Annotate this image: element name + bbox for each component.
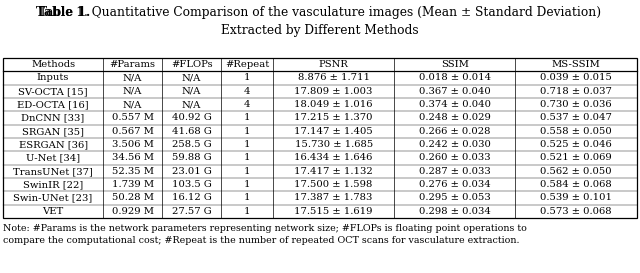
Text: #Repeat: #Repeat (225, 60, 269, 69)
Text: DnCNN [33]: DnCNN [33] (22, 114, 84, 123)
Text: Methods: Methods (31, 60, 75, 69)
Text: 0.374 ± 0.040: 0.374 ± 0.040 (419, 100, 491, 109)
Text: 8.876 ± 1.711: 8.876 ± 1.711 (298, 73, 370, 82)
Text: 1: 1 (244, 73, 250, 82)
Text: TransUNet [37]: TransUNet [37] (13, 167, 93, 176)
Text: 16.12 G: 16.12 G (172, 194, 212, 203)
Bar (3, 58, 637, 218)
Text: 0.558 ± 0.050: 0.558 ± 0.050 (540, 127, 612, 136)
Text: 0.567 M: 0.567 M (112, 127, 154, 136)
Text: 0.266 ± 0.028: 0.266 ± 0.028 (419, 127, 490, 136)
Text: 1: 1 (244, 167, 250, 176)
Text: 41.68 G: 41.68 G (172, 127, 212, 136)
Text: 59.88 G: 59.88 G (172, 153, 211, 162)
Text: Note: #Params is the network parameters representing network size; #FLOPs is flo: Note: #Params is the network parameters … (3, 224, 527, 233)
Text: 0.298 ± 0.034: 0.298 ± 0.034 (419, 207, 491, 216)
Text: 0.295 ± 0.053: 0.295 ± 0.053 (419, 194, 491, 203)
Text: 1: 1 (244, 180, 250, 189)
Text: 0.260 ± 0.033: 0.260 ± 0.033 (419, 153, 490, 162)
Text: VET: VET (42, 207, 64, 216)
Text: 0.018 ± 0.014: 0.018 ± 0.014 (419, 73, 491, 82)
Text: N/A: N/A (123, 87, 142, 96)
Text: N/A: N/A (123, 73, 142, 82)
Text: 0.248 ± 0.029: 0.248 ± 0.029 (419, 114, 491, 123)
Text: 0.929 M: 0.929 M (111, 207, 154, 216)
Text: #Params: #Params (109, 60, 156, 69)
Text: N/A: N/A (182, 73, 202, 82)
Text: N/A: N/A (182, 100, 202, 109)
Text: 0.730 ± 0.036: 0.730 ± 0.036 (540, 100, 612, 109)
Text: 1: 1 (244, 153, 250, 162)
Text: 0.039 ± 0.015: 0.039 ± 0.015 (540, 73, 612, 82)
Text: 18.049 ± 1.016: 18.049 ± 1.016 (294, 100, 373, 109)
Text: 4: 4 (244, 100, 250, 109)
Text: 0.521 ± 0.069: 0.521 ± 0.069 (540, 153, 612, 162)
Text: 17.515 ± 1.619: 17.515 ± 1.619 (294, 207, 373, 216)
Text: PSNR: PSNR (319, 60, 349, 69)
Text: 0.287 ± 0.033: 0.287 ± 0.033 (419, 167, 491, 176)
Text: 23.01 G: 23.01 G (172, 167, 212, 176)
Text: 0.562 ± 0.050: 0.562 ± 0.050 (540, 167, 612, 176)
Text: 1: 1 (244, 194, 250, 203)
Text: #FLOPs: #FLOPs (171, 60, 212, 69)
Text: 0.242 ± 0.030: 0.242 ± 0.030 (419, 140, 491, 149)
Text: 17.147 ± 1.405: 17.147 ± 1.405 (294, 127, 373, 136)
Text: 4: 4 (244, 87, 250, 96)
Text: SSIM: SSIM (441, 60, 468, 69)
Text: 0.276 ± 0.034: 0.276 ± 0.034 (419, 180, 491, 189)
Text: 0.537 ± 0.047: 0.537 ± 0.047 (540, 114, 612, 123)
Text: 103.5 G: 103.5 G (172, 180, 212, 189)
Text: 1: 1 (244, 140, 250, 149)
Text: 17.387 ± 1.783: 17.387 ± 1.783 (294, 194, 373, 203)
Text: 16.434 ± 1.646: 16.434 ± 1.646 (294, 153, 373, 162)
Text: U-Net [34]: U-Net [34] (26, 153, 80, 162)
Text: Inputs: Inputs (37, 73, 69, 82)
Text: N/A: N/A (182, 87, 202, 96)
Text: 40.92 G: 40.92 G (172, 114, 212, 123)
Text: 52.35 M: 52.35 M (111, 167, 154, 176)
Text: 1: 1 (244, 207, 250, 216)
Text: 0.367 ± 0.040: 0.367 ± 0.040 (419, 87, 491, 96)
Text: compare the computational cost; #Repeat is the number of repeated OCT scans for : compare the computational cost; #Repeat … (3, 236, 520, 245)
Text: SwinIR [22]: SwinIR [22] (23, 180, 83, 189)
Text: 34.56 M: 34.56 M (111, 153, 154, 162)
Text: Swin-UNet [23]: Swin-UNet [23] (13, 194, 93, 203)
Text: Table 1. Quantitative Comparison of the vasculature images (Mean ± Standard Devi: Table 1. Quantitative Comparison of the … (39, 6, 601, 19)
Text: MS-SSIM: MS-SSIM (552, 60, 600, 69)
Text: 0.539 ± 0.101: 0.539 ± 0.101 (540, 194, 612, 203)
Text: Extracted by Different Methods: Extracted by Different Methods (221, 24, 419, 37)
Text: 17.417 ± 1.132: 17.417 ± 1.132 (294, 167, 373, 176)
Text: 27.57 G: 27.57 G (172, 207, 211, 216)
Text: 258.5 G: 258.5 G (172, 140, 211, 149)
Text: 1.739 M: 1.739 M (111, 180, 154, 189)
Text: SRGAN [35]: SRGAN [35] (22, 127, 84, 136)
Text: 17.809 ± 1.003: 17.809 ± 1.003 (294, 87, 373, 96)
Text: 0.557 M: 0.557 M (111, 114, 154, 123)
Text: ESRGAN [36]: ESRGAN [36] (19, 140, 88, 149)
Text: 17.215 ± 1.370: 17.215 ± 1.370 (294, 114, 373, 123)
Text: 0.573 ± 0.068: 0.573 ± 0.068 (540, 207, 612, 216)
Text: 0.584 ± 0.068: 0.584 ± 0.068 (540, 180, 612, 189)
Text: 3.506 M: 3.506 M (112, 140, 154, 149)
Text: 15.730 ± 1.685: 15.730 ± 1.685 (294, 140, 372, 149)
Text: Table 1.: Table 1. (36, 6, 90, 19)
Text: 0.525 ± 0.046: 0.525 ± 0.046 (540, 140, 612, 149)
Text: N/A: N/A (123, 100, 142, 109)
Text: 1: 1 (244, 114, 250, 123)
Text: 17.500 ± 1.598: 17.500 ± 1.598 (294, 180, 373, 189)
Text: 0.718 ± 0.037: 0.718 ± 0.037 (540, 87, 612, 96)
Text: 50.28 M: 50.28 M (111, 194, 154, 203)
Text: ED-OCTA [16]: ED-OCTA [16] (17, 100, 89, 109)
Text: 1: 1 (244, 127, 250, 136)
Text: SV-OCTA [15]: SV-OCTA [15] (19, 87, 88, 96)
